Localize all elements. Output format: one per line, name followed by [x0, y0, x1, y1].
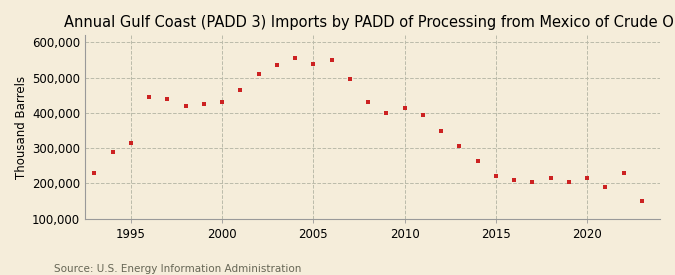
Point: [162, 97, 173, 101]
Point: [435, 128, 446, 133]
Point: [198, 102, 209, 106]
Point: [144, 95, 155, 99]
Point: [344, 77, 355, 82]
Point: [253, 72, 264, 76]
Point: [454, 144, 464, 148]
Point: [235, 88, 246, 92]
Point: [600, 185, 611, 189]
Point: [508, 178, 519, 182]
Point: [399, 105, 410, 110]
Point: [89, 171, 100, 175]
Y-axis label: Thousand Barrels: Thousand Barrels: [15, 75, 28, 178]
Point: [126, 141, 136, 145]
Point: [527, 180, 538, 184]
Point: [271, 63, 282, 67]
Point: [582, 176, 593, 180]
Point: [490, 174, 501, 178]
Point: [217, 100, 227, 104]
Point: [107, 150, 118, 154]
Point: [545, 176, 556, 180]
Title: Annual Gulf Coast (PADD 3) Imports by PADD of Processing from Mexico of Crude Oi: Annual Gulf Coast (PADD 3) Imports by PA…: [63, 15, 675, 30]
Point: [362, 100, 373, 104]
Point: [290, 56, 300, 60]
Point: [308, 61, 319, 66]
Point: [564, 180, 574, 184]
Point: [180, 104, 191, 108]
Point: [637, 199, 647, 203]
Point: [618, 171, 629, 175]
Point: [326, 58, 337, 62]
Point: [417, 112, 428, 117]
Text: Source: U.S. Energy Information Administration: Source: U.S. Energy Information Administ…: [54, 264, 301, 274]
Point: [381, 111, 392, 115]
Point: [472, 158, 483, 163]
